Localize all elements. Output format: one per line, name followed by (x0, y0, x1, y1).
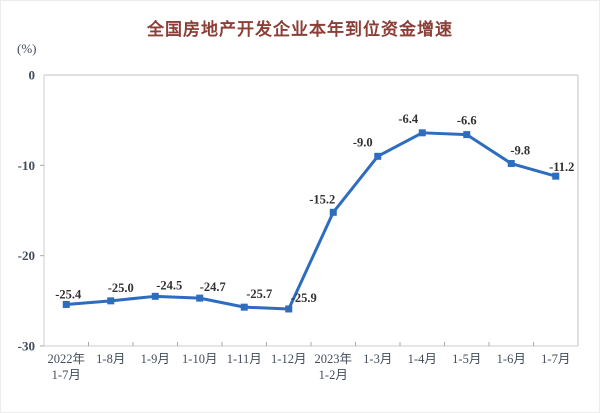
data-point-label: -25.7 (246, 287, 272, 301)
x-axis-tick-label: 1-7月 (541, 352, 570, 366)
x-axis-tick-label: 1-8月 (96, 352, 125, 366)
chart-title: 全国房地产开发企业本年到位资金增速 (147, 20, 453, 39)
x-axis-tick-label: 2023年 (314, 352, 352, 366)
data-point-marker (418, 129, 426, 137)
x-axis-tick-label: 1-12月 (271, 352, 306, 366)
data-point-label: -9.0 (353, 135, 373, 149)
series-line (64, 131, 558, 311)
data-point-label: -25.4 (55, 287, 82, 301)
x-axis-tick-label: 1-9月 (141, 352, 170, 366)
data-point-marker (107, 297, 115, 305)
x-axis-tick-label: 1-11月 (227, 352, 262, 366)
x-axis-tick-label: 1-4月 (408, 352, 437, 366)
y-axis-tick-label: -30 (18, 339, 35, 354)
y-axis-tick-label: 0 (29, 68, 36, 83)
x-axis-tick-label: 1-7月 (52, 368, 81, 382)
x-axis-tick-label: 1-2月 (319, 368, 348, 382)
x-axis-tick-label: 2022年 (47, 352, 85, 366)
y-axis-tick-label: -20 (18, 248, 35, 263)
x-axis-tick-label: 1-10月 (182, 352, 217, 366)
x-axis-tick-label: 1-5月 (452, 352, 481, 366)
data-point-label: -25.0 (108, 281, 134, 295)
data-point-label: -15.2 (309, 192, 335, 206)
data-point-marker (62, 300, 70, 308)
data-point-label: -6.6 (457, 114, 477, 128)
data-point-marker (507, 160, 515, 168)
data-point-marker (552, 172, 560, 180)
data-point-label: -24.7 (200, 280, 226, 294)
x-axis-tick-label: 1-3月 (363, 352, 392, 366)
y-axis-tick-label: -10 (18, 158, 35, 173)
data-point-marker (151, 292, 159, 300)
data-point-label: -6.4 (398, 112, 419, 126)
data-point-label: -24.5 (156, 278, 182, 292)
y-axis-unit-label: (%) (17, 41, 37, 56)
data-point-marker (463, 131, 471, 139)
data-point-marker (240, 303, 248, 311)
data-point-marker (374, 152, 382, 160)
data-point-label: -25.9 (291, 291, 317, 305)
data-point-label: -11.2 (549, 160, 574, 174)
data-point-label: -9.8 (510, 144, 530, 158)
x-axis-tick-label: 1-6月 (497, 352, 526, 366)
data-point-marker (329, 208, 337, 216)
data-point-marker (196, 294, 204, 302)
data-point-marker (285, 305, 293, 313)
